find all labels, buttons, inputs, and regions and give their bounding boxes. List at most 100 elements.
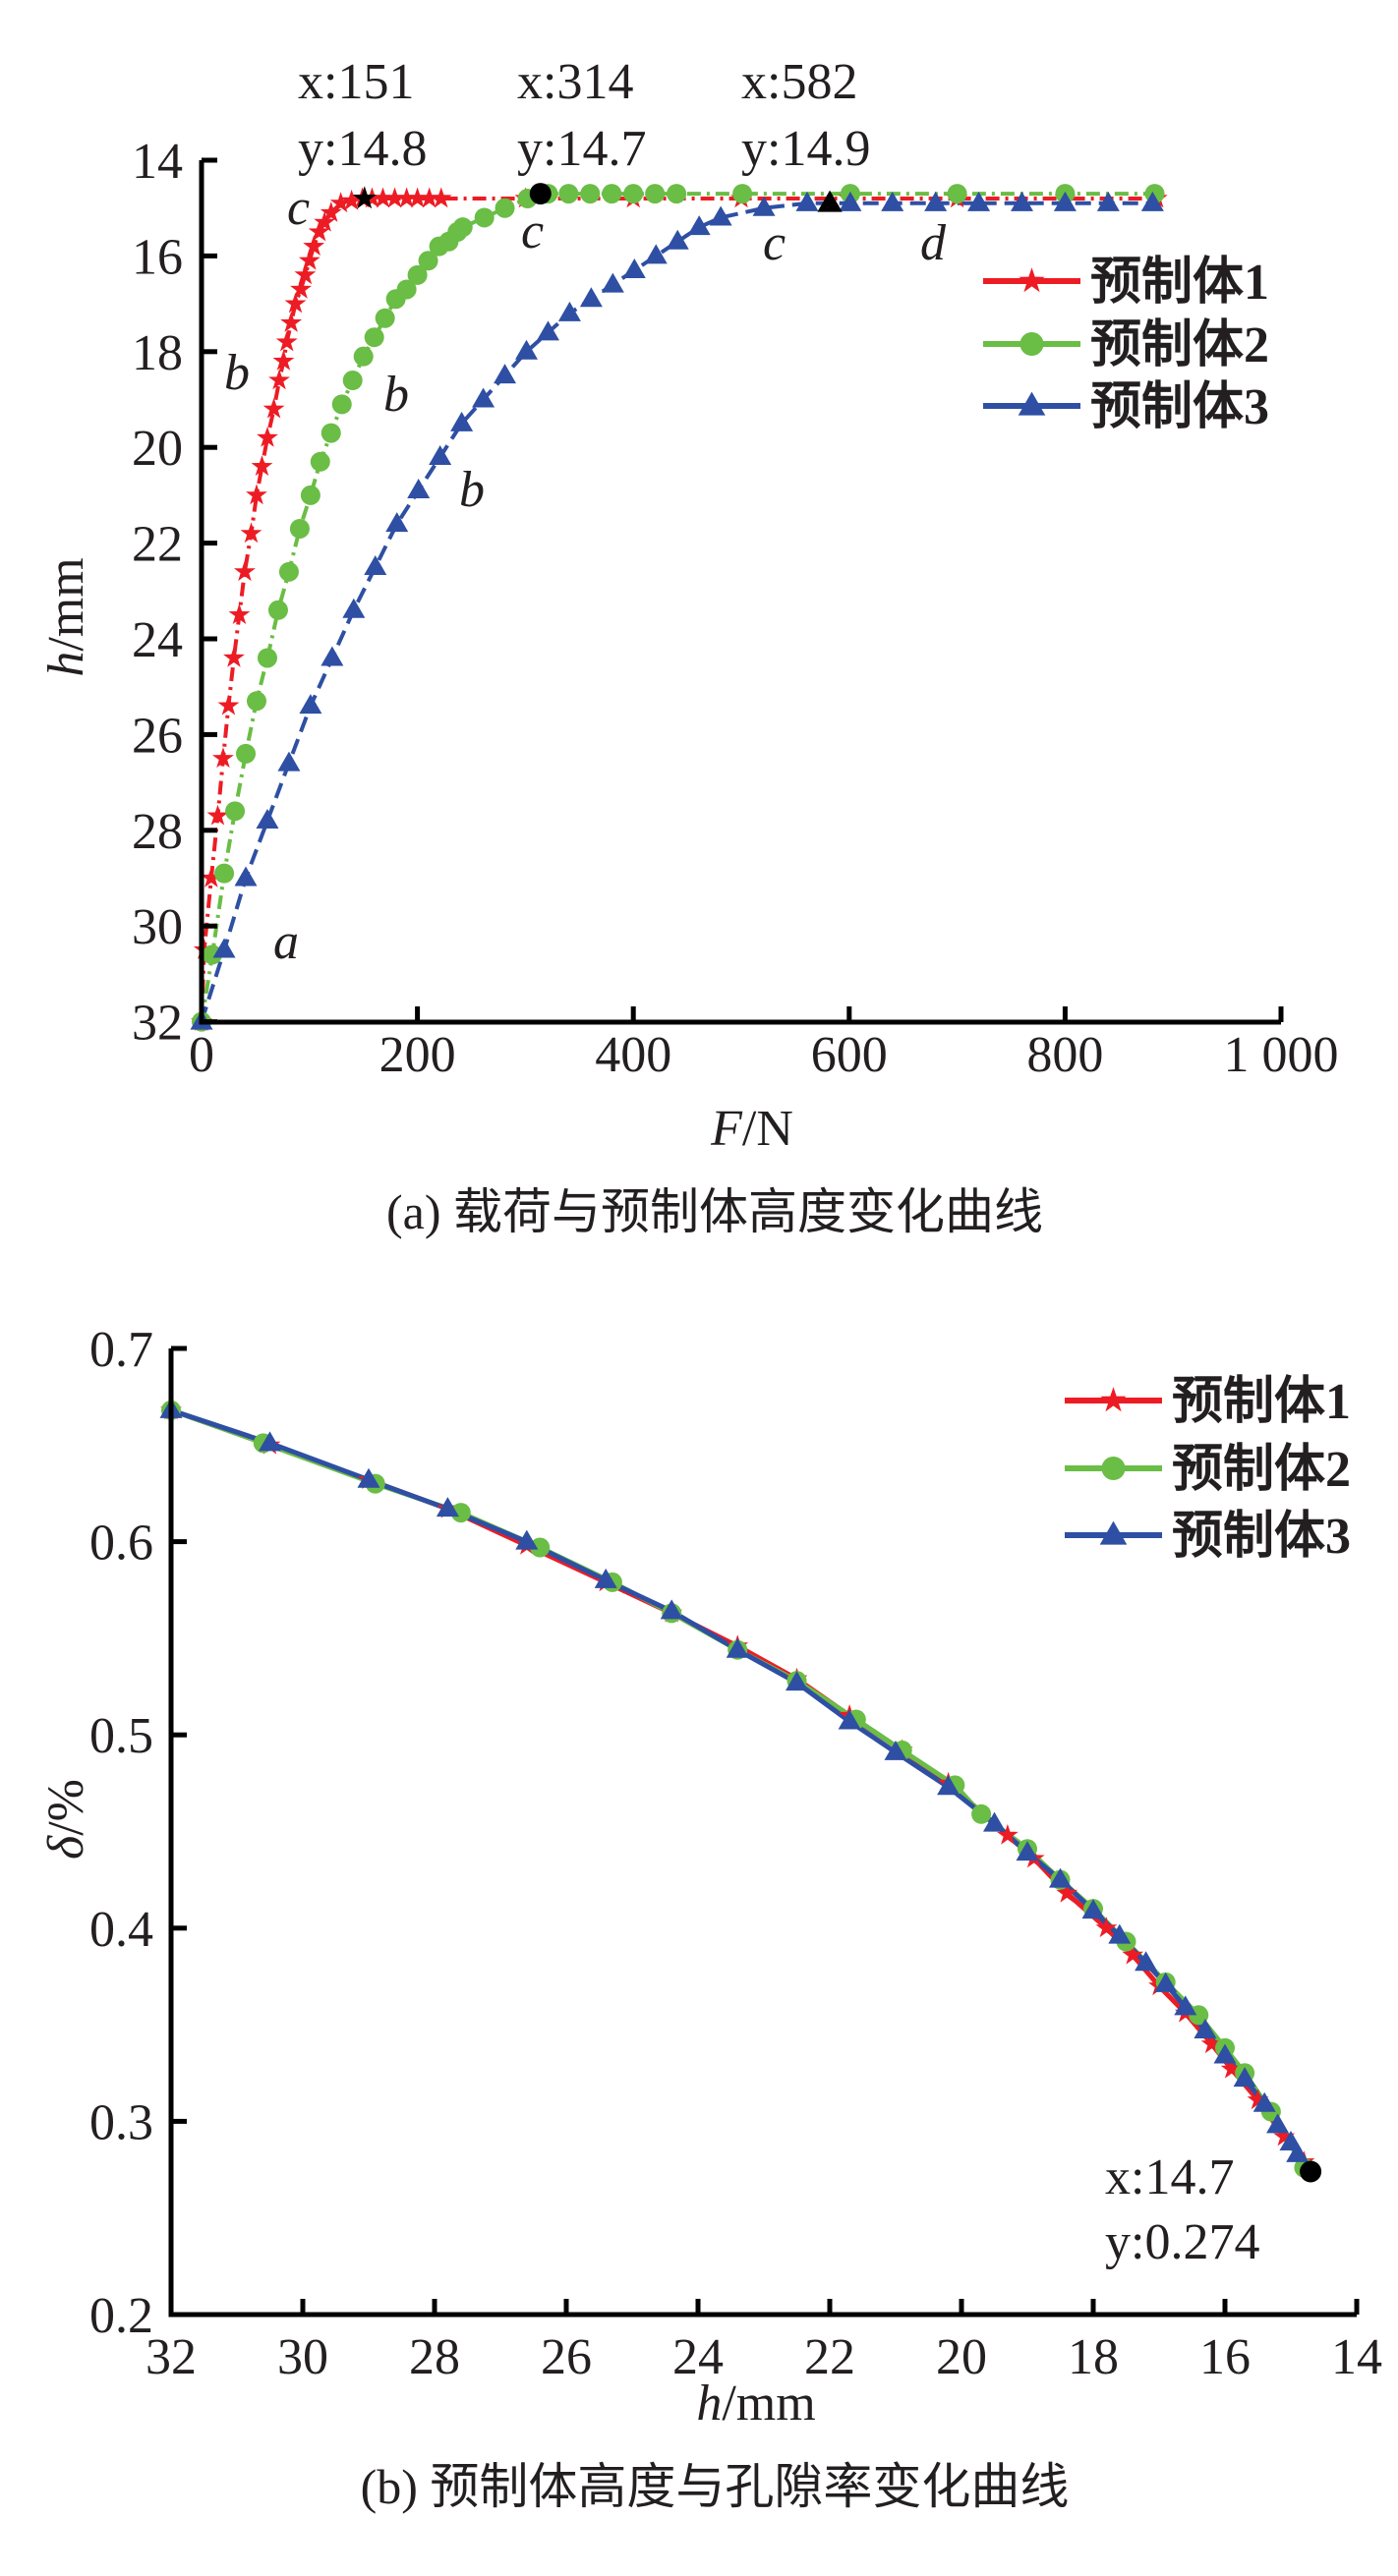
annotation-x-314: x:314 bbox=[517, 54, 633, 110]
legend-marker-3 bbox=[1018, 391, 1046, 416]
data-point-series-3 bbox=[881, 191, 904, 211]
data-point-series-2 bbox=[225, 801, 246, 822]
legend-label-1: 预制体1 bbox=[1090, 254, 1269, 311]
data-point-series-1 bbox=[275, 330, 298, 352]
data-point-series-3 bbox=[357, 1467, 380, 1488]
data-point-series-3 bbox=[967, 191, 991, 211]
chart-a-y-axis-label: h/mm bbox=[38, 557, 94, 676]
data-point-series-2 bbox=[278, 561, 299, 582]
data-point-series-2 bbox=[331, 394, 352, 415]
stage-label-b1: b bbox=[224, 345, 250, 401]
data-point-series-2 bbox=[214, 863, 235, 884]
stage-label-b3: b bbox=[459, 462, 485, 518]
legend-label-3: 预制体3 bbox=[1090, 378, 1269, 435]
y-tick-label: 26 bbox=[132, 708, 183, 764]
data-point-series-1 bbox=[262, 397, 285, 419]
data-point-series-1 bbox=[246, 484, 267, 505]
data-point-series-2 bbox=[580, 184, 601, 204]
y-tick-label: 0.3 bbox=[89, 2094, 153, 2150]
y-tick-label: 20 bbox=[132, 421, 183, 477]
legend-label-2: 预制体2 bbox=[1172, 1441, 1351, 1498]
data-point-series-1 bbox=[228, 603, 251, 624]
data-point-series-3 bbox=[622, 258, 646, 279]
data-point-series-2 bbox=[396, 279, 417, 300]
data-point-series-3 bbox=[1016, 1841, 1039, 1861]
data-point-series-3 bbox=[601, 272, 624, 293]
chart-b-x-axis-label: h/mm bbox=[696, 2376, 815, 2432]
y-tick-label: 24 bbox=[132, 612, 183, 668]
series-line-3 bbox=[170, 1407, 1300, 2156]
data-point-series-1 bbox=[234, 560, 256, 582]
y-tick-label: 0.4 bbox=[89, 1902, 153, 1958]
chart-a-load-vs-height: 0 200 400 600 800 1 000 14 16 18 20 22 24 26 28 30 32 F… bbox=[38, 54, 1339, 1239]
stage-label-c1: c bbox=[287, 180, 310, 236]
data-point-series-3 bbox=[1135, 1951, 1158, 1972]
data-point-series-3 bbox=[494, 364, 517, 384]
chart-b-y-axis-label: δ/% bbox=[38, 1779, 94, 1860]
x-tick-label: 400 bbox=[595, 1027, 671, 1083]
highlight-point-2 bbox=[529, 183, 552, 205]
data-point-series-2 bbox=[530, 1537, 551, 1558]
data-point-series-3 bbox=[1053, 191, 1077, 211]
data-point-series-1 bbox=[200, 867, 222, 887]
data-point-series-2 bbox=[375, 308, 395, 328]
data-point-series-1 bbox=[430, 187, 452, 208]
data-point-series-2 bbox=[474, 207, 495, 228]
data-point-series-1 bbox=[284, 292, 307, 314]
stage-label-b2: b bbox=[383, 367, 409, 423]
annotation-x-582: x:582 bbox=[741, 54, 857, 110]
data-point-series-3 bbox=[726, 1637, 749, 1658]
data-point-series-1 bbox=[340, 189, 363, 210]
legend-marker-1 bbox=[1100, 1387, 1127, 1412]
data-point-series-2 bbox=[602, 184, 622, 204]
data-point-series-1 bbox=[1095, 1917, 1118, 1938]
legend-label-1: 预制体1 bbox=[1172, 1373, 1351, 1430]
chart-a-caption: (a) 载荷与预制体高度变化曲线 bbox=[386, 1184, 1043, 1239]
x-var: h bbox=[696, 2376, 722, 2432]
data-point-series-1 bbox=[212, 747, 234, 769]
chart-a-markers bbox=[190, 183, 1168, 1032]
legend-marker-3 bbox=[1099, 1520, 1128, 1545]
chart-a-x-axis-label: F/N bbox=[710, 1101, 793, 1157]
data-point-series-3 bbox=[983, 1811, 1006, 1832]
chart-b-markers bbox=[159, 1398, 1322, 2183]
data-point-series-3 bbox=[1154, 1972, 1178, 1992]
y-tick-label: 14 bbox=[132, 134, 183, 190]
data-point-series-3 bbox=[1194, 2018, 1217, 2038]
data-point-series-3 bbox=[436, 1497, 459, 1517]
data-point-series-1 bbox=[1247, 2089, 1269, 2110]
data-point-series-2 bbox=[418, 251, 438, 271]
legend-label-3: 预制体3 bbox=[1172, 1508, 1351, 1565]
y-tick-label: 30 bbox=[132, 899, 183, 955]
data-point-series-2 bbox=[310, 451, 330, 472]
data-point-series-2 bbox=[320, 423, 341, 443]
data-point-series-3 bbox=[579, 287, 603, 308]
data-point-series-3 bbox=[1174, 1995, 1197, 2016]
data-point-series-1 bbox=[193, 939, 215, 959]
data-point-series-3 bbox=[1286, 2142, 1310, 2162]
x-tick-label: 18 bbox=[1068, 2329, 1119, 2385]
y-tick-label: 22 bbox=[132, 517, 183, 573]
data-point-series-3 bbox=[277, 751, 301, 772]
x-tick-label: 0 bbox=[189, 1027, 214, 1083]
data-point-series-1 bbox=[268, 369, 290, 390]
y-unit: /% bbox=[38, 1779, 94, 1836]
data-point-series-1 bbox=[329, 192, 352, 213]
annotation-y-14-9: y:14.9 bbox=[741, 121, 870, 177]
data-point-series-3 bbox=[752, 196, 776, 216]
data-point-series-2 bbox=[353, 346, 374, 367]
series-line-3 bbox=[200, 200, 1153, 1023]
annotation-y-0-274: y:0.274 bbox=[1105, 2214, 1259, 2270]
y-tick-label: 0.7 bbox=[89, 1322, 153, 1378]
data-point-series-1 bbox=[1220, 2057, 1243, 2079]
data-point-series-2 bbox=[246, 691, 266, 712]
data-point-series-2 bbox=[202, 945, 222, 965]
data-point-series-3 bbox=[1140, 191, 1164, 211]
data-point-series-2 bbox=[971, 1803, 992, 1824]
data-point-series-3 bbox=[1233, 2067, 1256, 2088]
data-point-series-1 bbox=[206, 804, 229, 826]
data-point-series-3 bbox=[1213, 2043, 1237, 2064]
data-point-series-3 bbox=[259, 1431, 281, 1452]
legend-marker-1 bbox=[1019, 267, 1045, 293]
